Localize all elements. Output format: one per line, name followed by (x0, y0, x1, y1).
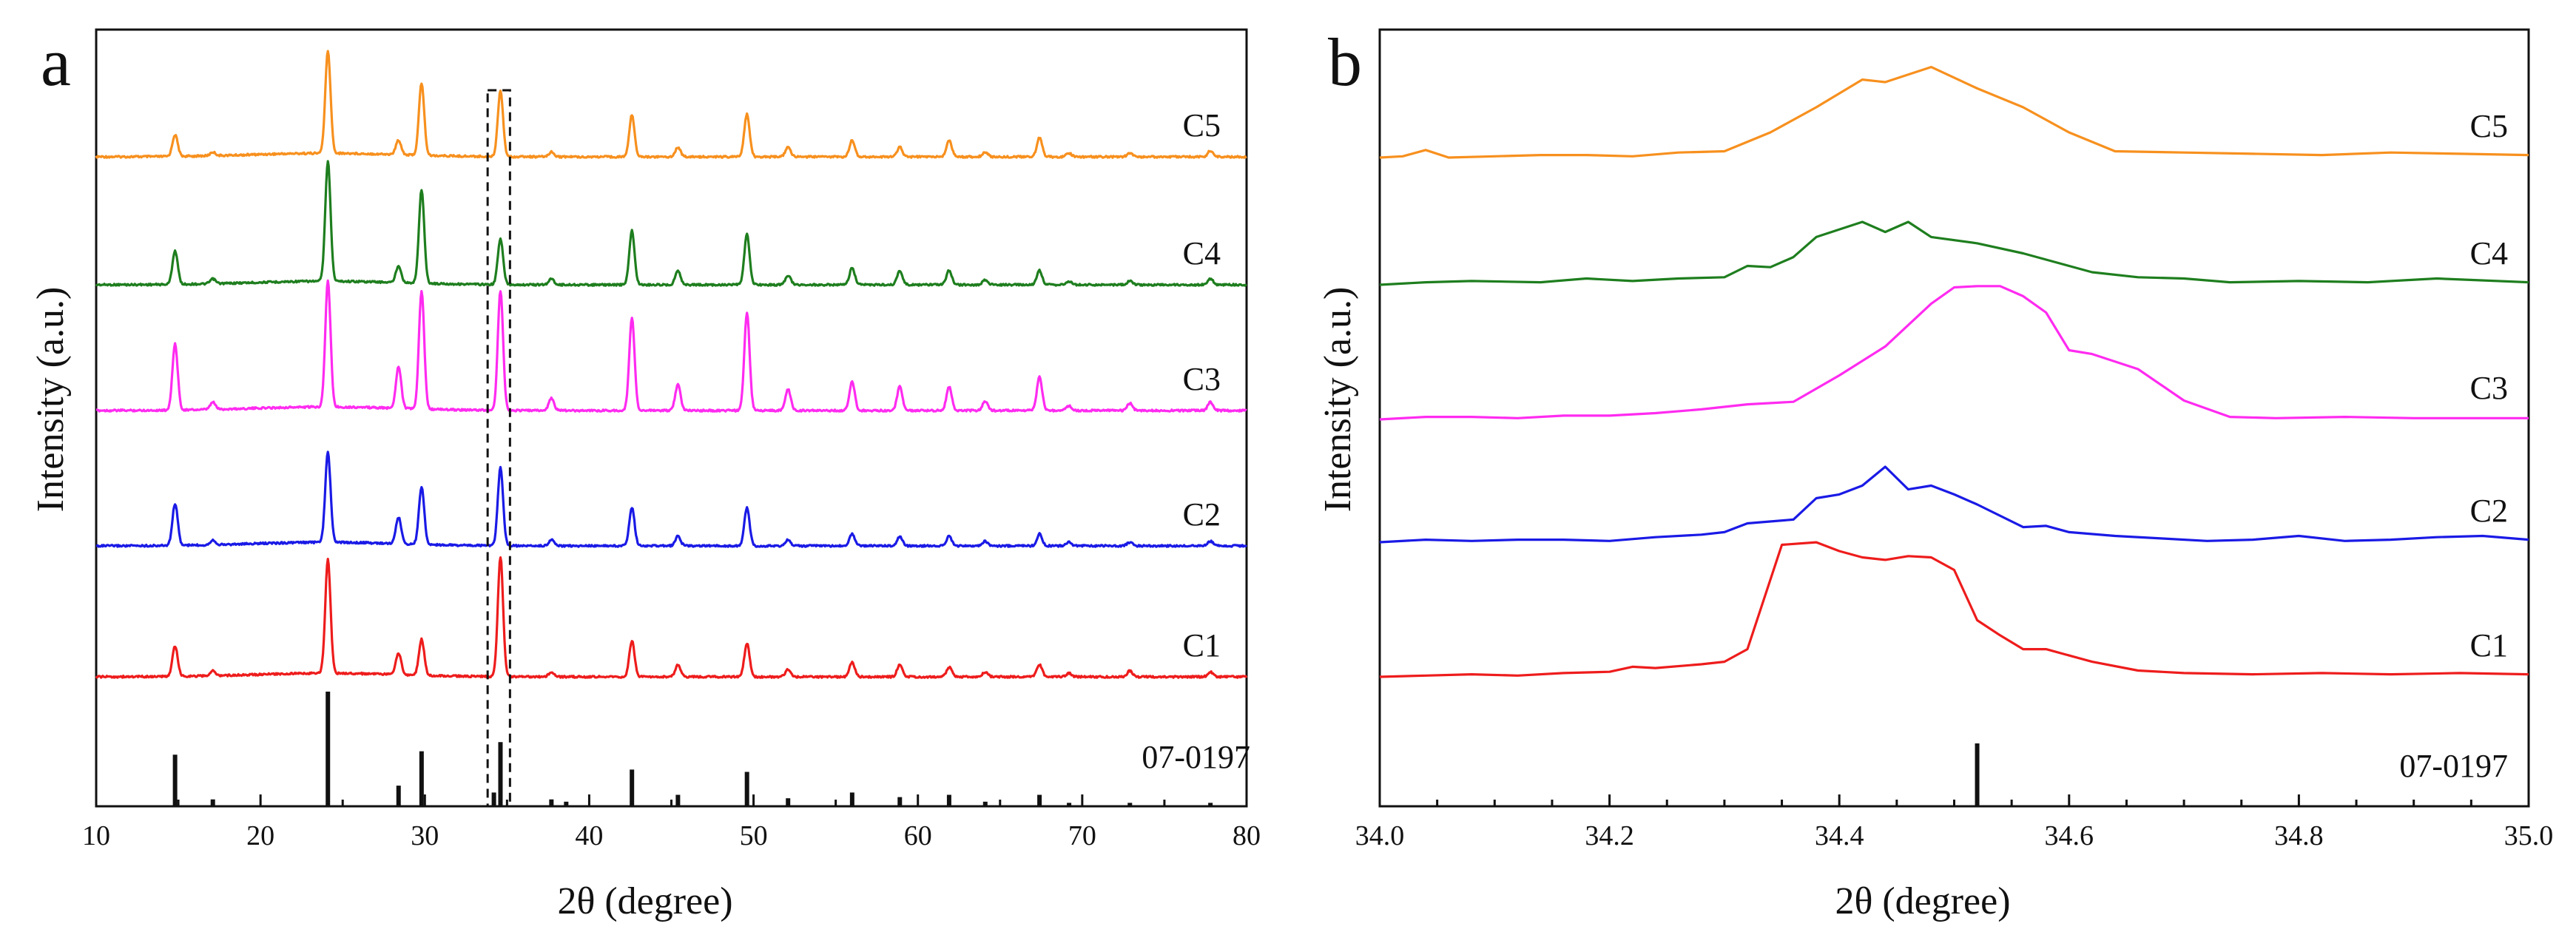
panel-a-x-axis-title: 2θ (degree) (557, 880, 732, 922)
panel-b: b 34.0 34.2 34.4 34.6 34.8 35.0 07-0197 C5 C4 C3 C… (1317, 24, 2553, 922)
panel-a-series-c3-label: C3 (1183, 361, 1221, 397)
panel-a-zoom-region-box (486, 89, 511, 808)
panel-a-plot-area: 10 20 30 40 50 60 70 80 07-0197 C5 C4 C3 C2 C1 (82, 28, 1261, 851)
panel-a-x-tick-label: 70 (1068, 820, 1096, 851)
panel-a-letter: a (41, 24, 71, 100)
panel-b-y-axis-title: Intensity (a.u.) (1317, 287, 1359, 513)
panel-b-x-tick-label: 34.0 (1355, 820, 1405, 851)
panel-b-series-c3-label: C3 (2470, 370, 2508, 406)
panel-a-x-tick-label: 20 (246, 820, 274, 851)
panel-b-x-tick-label: 34.2 (1585, 820, 1634, 851)
panel-a-x-tick-label: 50 (740, 820, 768, 851)
panel-b-series-c2-label: C2 (2470, 493, 2508, 529)
panel-a-x-tick-label: 10 (82, 820, 110, 851)
panel-a-x-tick-label: 80 (1233, 820, 1261, 851)
panel-a-series-c4-line (95, 160, 1247, 287)
panel-b-series-c5-label: C5 (2470, 108, 2508, 144)
panel-a-series-c5-line (95, 50, 1247, 159)
panel-b-x-axis-title: 2θ (degree) (1835, 880, 2010, 922)
panel-a-y-axis-title: Intensity (a.u.) (30, 287, 72, 513)
panel-b-x-tick-label: 34.4 (1815, 820, 1864, 851)
panel-a-x-tick-label: 60 (904, 820, 932, 851)
panel-a-plot-frame (95, 28, 1248, 808)
panel-b-series-c1-label: C1 (2470, 627, 2508, 664)
panel-a-series-c1-label: C1 (1183, 627, 1221, 664)
panel-b-x-tick-label: 34.8 (2274, 820, 2324, 851)
panel-a-x-tick-label: 40 (575, 820, 603, 851)
panel-a-series-c4-label: C4 (1183, 235, 1221, 271)
panel-a-series-c5-label: C5 (1183, 107, 1221, 144)
panel-b-series-c4-label: C4 (2470, 235, 2508, 271)
panel-a-reference-label: 07-0197 (1142, 739, 1250, 775)
panel-b-series-c1-line (1379, 541, 2529, 678)
panel-a: a 10 20 30 40 50 60 70 80 07-0197 C5 C4 C3 C2 C1 2θ (… (30, 24, 1261, 922)
panel-b-plot-area: 34.0 34.2 34.4 34.6 34.8 35.0 07-0197 C5 C4 C3 C2 C… (1355, 28, 2554, 851)
panel-b-letter: b (1328, 24, 1362, 100)
panel-a-series-c2-line (95, 450, 1248, 548)
panel-b-reference-label: 07-0197 (2399, 748, 2508, 784)
panel-b-x-tick-label: 35.0 (2504, 820, 2554, 851)
panel-b-series-c3-line (1379, 285, 2529, 421)
panel-a-series-c3-line (95, 279, 1247, 413)
panel-b-x-tick-label: 34.6 (2045, 820, 2094, 851)
panel-a-series-c2-label: C2 (1183, 496, 1221, 533)
panel-b-series-c4-line (1379, 220, 2529, 286)
panel-a-x-tick-label: 30 (411, 820, 439, 851)
panel-a-series-c1-line (95, 556, 1248, 679)
panel-b-series-c5-line (1379, 66, 2529, 159)
panel-b-series-c2-line (1379, 465, 2529, 544)
